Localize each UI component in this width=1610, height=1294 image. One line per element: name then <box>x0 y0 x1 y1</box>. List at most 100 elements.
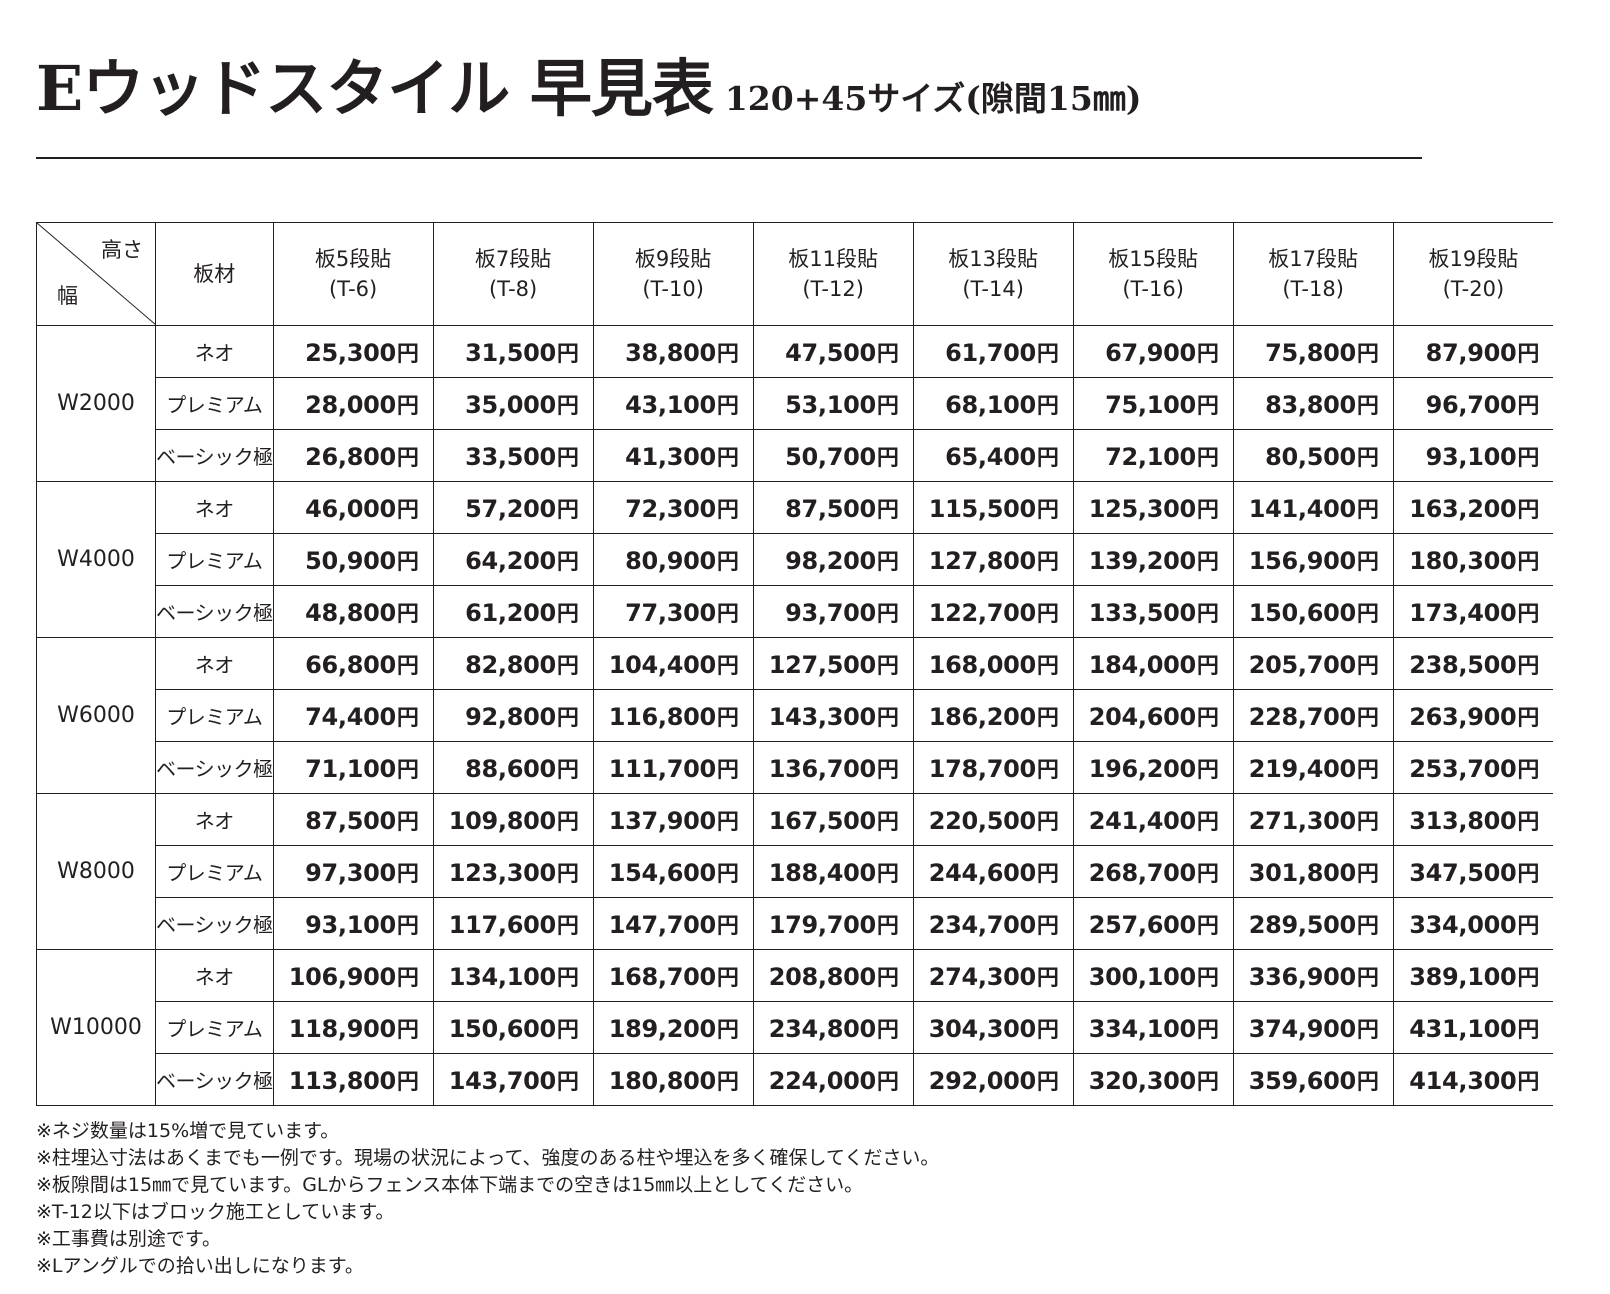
table-row: プレミアム 118,900円 150,600円 189,200円 234,800円 304… <box>37 1001 1554 1054</box>
price-value: 133,500 <box>1088 598 1197 627</box>
price-value: 313,800 <box>1409 806 1517 835</box>
price-value: 82,800 <box>465 650 556 679</box>
price-value: 271,300 <box>1248 806 1357 835</box>
price-cell: 234,800円 <box>752 1001 914 1054</box>
price-cell: 28,000円 <box>272 377 434 430</box>
price-cell: 238,500円 <box>1392 637 1554 690</box>
price-value: 359,600 <box>1248 1066 1357 1095</box>
price-value: 88,600 <box>465 754 556 783</box>
column-header: 板5段貼 (T-6) <box>272 222 434 326</box>
yen-unit: 円 <box>556 601 579 627</box>
yen-unit: 円 <box>716 341 739 367</box>
corner-diagonal <box>37 223 155 325</box>
price-value: 26,800 <box>305 442 396 471</box>
yen-unit: 円 <box>1356 809 1379 835</box>
yen-unit: 円 <box>396 861 419 887</box>
price-value: 150,600 <box>448 1014 557 1043</box>
price-cell: 208,800円 <box>752 949 914 1002</box>
table-row: プレミアム 28,000円 35,000円 43,100円 53,100円 68,100円… <box>37 377 1554 430</box>
yen-unit: 円 <box>1517 393 1540 419</box>
yen-unit: 円 <box>876 757 899 783</box>
width-cell: W6000 <box>36 637 156 794</box>
material-header: 板材 <box>155 222 274 326</box>
price-cell: 289,500円 <box>1232 897 1394 950</box>
price-value: 41,300 <box>625 442 716 471</box>
price-cell: 234,700円 <box>912 897 1074 950</box>
price-cell: 253,700円 <box>1392 741 1554 794</box>
column-header-code: (T-16) <box>1122 277 1184 301</box>
price-value: 122,700 <box>928 598 1037 627</box>
price-cell: 143,300円 <box>752 689 914 742</box>
price-cell: 137,900円 <box>592 793 754 846</box>
price-value: 168,000 <box>928 650 1037 679</box>
price-value: 374,900 <box>1248 1014 1357 1043</box>
yen-unit: 円 <box>1517 601 1540 627</box>
yen-unit: 円 <box>1356 965 1379 991</box>
yen-unit: 円 <box>1517 445 1540 471</box>
price-cell: 431,100円 <box>1392 1001 1554 1054</box>
price-cell: 414,300円 <box>1392 1053 1554 1106</box>
price-value: 137,900 <box>608 806 717 835</box>
yen-unit: 円 <box>556 757 579 783</box>
column-header-label: 板15段貼 <box>1108 247 1198 271</box>
yen-unit: 円 <box>1356 1017 1379 1043</box>
note-item: ※ネジ数量は15%増で見ています。 <box>36 1120 340 1142</box>
price-cell: 109,800円 <box>432 793 594 846</box>
yen-unit: 円 <box>1356 445 1379 471</box>
yen-unit: 円 <box>1196 393 1219 419</box>
table-row: W4000 ネオ 46,000円 57,200円 72,300円 87,500円 115,5… <box>36 481 1554 638</box>
note-item: ※板隙間は15㎜で見ています。GLからフェンス本体下端までの空きは15㎜以上とし… <box>36 1174 864 1196</box>
price-cell: 87,500円 <box>752 481 914 534</box>
price-cell: 271,300円 <box>1232 793 1394 846</box>
price-cell: 47,500円 <box>752 325 914 378</box>
yen-unit: 円 <box>396 497 419 523</box>
price-value: 253,700 <box>1409 754 1517 783</box>
price-cell: 118,900円 <box>272 1001 434 1054</box>
price-value: 83,800 <box>1265 390 1356 419</box>
price-cell: 31,500円 <box>432 325 594 378</box>
column-header-label: 板17段貼 <box>1268 247 1358 271</box>
note-item: ※柱埋込寸法はあくまでも一例です。現場の状況によって、強度のある柱や埋込を多く確… <box>36 1147 940 1169</box>
yen-unit: 円 <box>1356 497 1379 523</box>
yen-unit: 円 <box>1196 497 1219 523</box>
yen-unit: 円 <box>396 445 419 471</box>
yen-unit: 円 <box>1517 965 1540 991</box>
price-cell: 50,700円 <box>752 429 914 482</box>
material-cell: プレミアム <box>155 845 274 898</box>
price-cell: 66,800円 <box>272 637 434 690</box>
price-value: 414,300 <box>1409 1066 1517 1095</box>
yen-unit: 円 <box>1356 757 1379 783</box>
header-row: 高さ 幅 板材 板5段貼 (T-6) 板7段貼 (T-8) 板9段貼 (T-10) 板11段… <box>36 222 1554 326</box>
price-cell: 117,600円 <box>432 897 594 950</box>
price-value: 87,500 <box>305 806 396 835</box>
price-cell: 93,700円 <box>752 585 914 638</box>
price-value: 50,700 <box>785 442 876 471</box>
yen-unit: 円 <box>876 809 899 835</box>
yen-unit: 円 <box>876 861 899 887</box>
price-cell: 93,100円 <box>272 897 434 950</box>
column-header-label: 板7段貼 <box>474 247 552 271</box>
price-cell: 87,500円 <box>272 793 434 846</box>
yen-unit: 円 <box>396 601 419 627</box>
yen-unit: 円 <box>1356 549 1379 575</box>
yen-unit: 円 <box>716 549 739 575</box>
column-header-code: (T-6) <box>328 277 378 301</box>
price-cell: 104,400円 <box>592 637 754 690</box>
yen-unit: 円 <box>876 341 899 367</box>
yen-unit: 円 <box>556 1069 579 1095</box>
yen-unit: 円 <box>876 393 899 419</box>
price-value: 31,500 <box>465 338 556 367</box>
yen-unit: 円 <box>876 445 899 471</box>
price-value: 115,500 <box>928 494 1037 523</box>
yen-unit: 円 <box>1036 1017 1059 1043</box>
price-value: 189,200 <box>608 1014 717 1043</box>
table-row: ベーシック極 71,100円 88,600円 111,700円 136,700円 178,… <box>37 741 1554 794</box>
table-row: ベーシック極 113,800円 143,700円 180,800円 224,000円 29… <box>37 1053 1554 1106</box>
yen-unit: 円 <box>396 1069 419 1095</box>
price-value: 61,700 <box>945 338 1036 367</box>
price-value: 47,500 <box>785 338 876 367</box>
price-cell: 71,100円 <box>272 741 434 794</box>
price-value: 93,100 <box>1425 442 1517 471</box>
yen-unit: 円 <box>1356 913 1379 939</box>
column-header-code: (T-14) <box>962 277 1024 301</box>
